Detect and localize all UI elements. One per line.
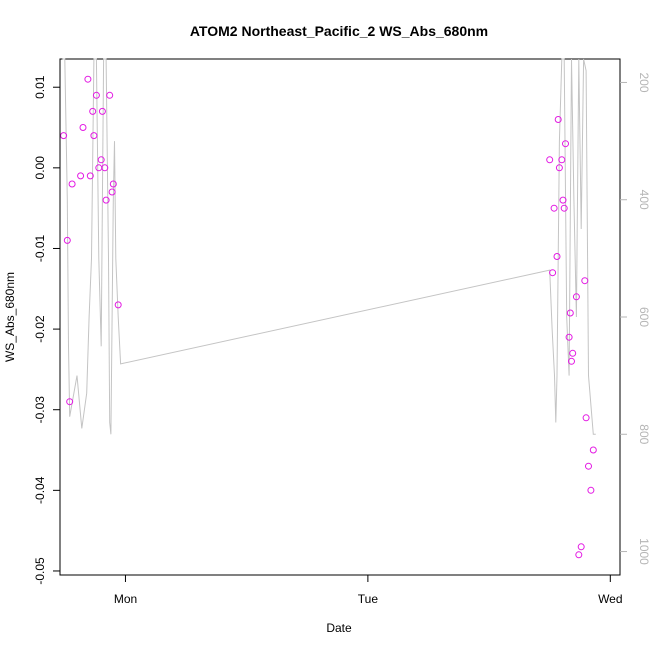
y-axis-label: WS_Abs_680nm — [3, 272, 17, 362]
y2-tick-label: 1000 — [637, 538, 650, 565]
data-point — [560, 204, 568, 212]
data-point — [582, 414, 590, 422]
data-point — [559, 196, 567, 204]
line-series — [62, 58, 596, 435]
x-axis-label: Date — [326, 621, 352, 635]
y-tick-label: -0.02 — [33, 315, 47, 343]
data-point — [555, 164, 563, 172]
y-tick-label: -0.03 — [33, 396, 47, 424]
y-tick-label: 0.00 — [33, 156, 47, 180]
y-axis-left: 0.01 0.00 -0.01 -0.02 -0.03 -0.04 -0.05 — [33, 75, 61, 585]
data-point — [554, 116, 562, 123]
data-point — [114, 301, 122, 309]
data-point — [553, 253, 561, 260]
data-point — [60, 132, 68, 140]
data-point — [568, 357, 575, 365]
data-point — [581, 277, 589, 285]
data-point — [108, 188, 116, 196]
data-point — [68, 180, 76, 188]
data-point — [562, 140, 569, 148]
y2-tick-label: 800 — [637, 424, 650, 444]
data-point — [84, 75, 92, 83]
plot-frame — [59, 58, 621, 576]
data-point — [90, 132, 98, 140]
data-point — [92, 91, 100, 99]
y-tick-label: -0.04 — [33, 476, 47, 504]
data-point — [102, 196, 110, 204]
data-point — [566, 309, 574, 317]
x-tick-label: Mon — [114, 592, 137, 606]
data-point — [77, 172, 85, 180]
data-point — [558, 156, 566, 164]
data-point — [546, 156, 554, 164]
x-tick-label: Tue — [358, 592, 379, 606]
y2-tick-label: 600 — [637, 307, 650, 327]
data-point — [109, 180, 117, 188]
data-point — [572, 293, 580, 301]
data-point — [106, 91, 114, 99]
data-point — [565, 333, 573, 341]
data-point — [587, 486, 595, 494]
y2-tick-label: 400 — [637, 190, 650, 210]
data-point — [577, 543, 585, 551]
x-axis: Mon Tue Wed — [114, 574, 623, 606]
data-point — [550, 204, 558, 212]
data-point — [97, 156, 105, 164]
chart-title: ATOM2 Northeast_Pacific_2 WS_Abs_680nm — [190, 23, 488, 39]
y-tick-label: 0.01 — [33, 75, 47, 99]
y-tick-label: -0.05 — [33, 557, 47, 585]
y2-tick-label: 200 — [637, 72, 650, 92]
data-point — [79, 124, 87, 131]
data-point — [549, 269, 557, 277]
data-point — [589, 446, 597, 454]
data-point — [63, 236, 71, 244]
data-point — [66, 398, 74, 406]
y-axis-right: 200 400 600 800 1000 — [620, 72, 650, 565]
data-point — [89, 107, 97, 115]
data-point — [569, 349, 577, 357]
data-point — [585, 462, 592, 470]
data-point — [95, 164, 103, 172]
data-point — [575, 551, 583, 559]
data-point — [98, 107, 106, 115]
series-line — [62, 58, 596, 435]
y-tick-label: -0.01 — [33, 235, 47, 263]
data-point — [101, 164, 109, 172]
point-series — [60, 75, 597, 559]
data-point — [86, 172, 94, 180]
x-tick-label: Wed — [598, 592, 622, 606]
